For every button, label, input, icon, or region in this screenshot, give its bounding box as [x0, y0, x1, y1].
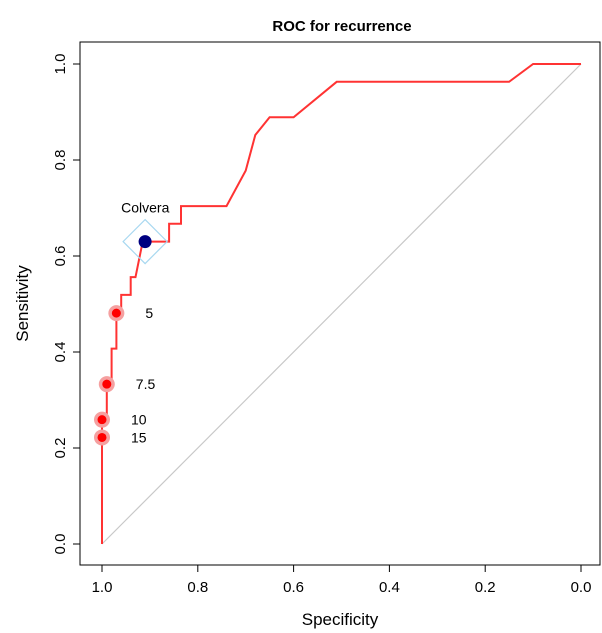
- cutoff-label-5: 5: [145, 305, 153, 321]
- colvera-diamond-marker: [122, 218, 168, 265]
- colvera-label: Colvera: [121, 200, 169, 216]
- y-tick-label-2: 0.4: [52, 342, 69, 363]
- y-tick-label-5: 1.0: [52, 54, 69, 75]
- plot-frame: [79, 41, 601, 566]
- y-tick-label-1: 0.2: [52, 438, 69, 459]
- reference-diagonal-line: [101, 63, 582, 545]
- cutoff-label-7.5: 7.5: [136, 376, 156, 392]
- x-tick-label-1: 0.8: [187, 579, 208, 596]
- cutoff-marker-15: [97, 432, 107, 442]
- cutoff-marker-7.5: [102, 379, 112, 389]
- cutoff-label-15: 15: [131, 429, 147, 445]
- x-axis-label: Specificity: [302, 610, 379, 629]
- x-tick-label-2: 0.6: [283, 579, 304, 596]
- x-axis: 1.0 0.8 0.6 0.4 0.2 0.0: [92, 565, 592, 596]
- reference-line-layer: [101, 63, 582, 545]
- chart-title: ROC for recurrence: [272, 18, 411, 35]
- x-tick-label-4: 0.2: [475, 579, 496, 596]
- y-axis: 0.0 0.2 0.4 0.6 0.8 1.0: [52, 54, 80, 555]
- y-tick-label-0: 0.0: [52, 534, 69, 555]
- y-tick-label-4: 0.8: [52, 150, 69, 171]
- y-axis-label: Sensitivity: [13, 265, 32, 342]
- colvera-point: [138, 235, 152, 249]
- x-tick-label-5: 0.0: [571, 579, 592, 596]
- x-tick-label-3: 0.4: [379, 579, 400, 596]
- y-tick-label-3: 0.6: [52, 246, 69, 267]
- cutoff-marker-5: [111, 308, 121, 318]
- x-tick-label-0: 1.0: [92, 579, 113, 596]
- cutoff-label-10: 10: [131, 412, 147, 428]
- cutoff-marker-10: [97, 415, 107, 425]
